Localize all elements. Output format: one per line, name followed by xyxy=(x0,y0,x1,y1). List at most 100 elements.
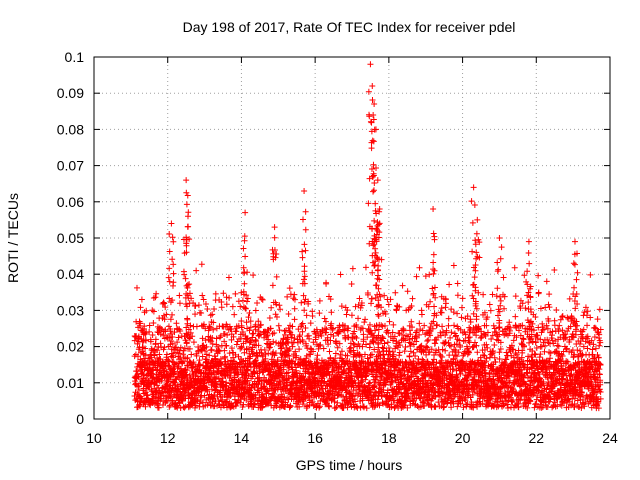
roti-point xyxy=(206,324,213,331)
roti-point xyxy=(168,330,175,337)
roti-point xyxy=(203,343,210,350)
roti-point xyxy=(237,303,244,310)
roti-point xyxy=(315,345,322,352)
roti-point xyxy=(211,392,218,399)
roti-point xyxy=(286,285,293,292)
roti-point xyxy=(277,345,284,352)
roti-point xyxy=(257,321,264,328)
roti-point xyxy=(376,348,383,355)
roti-point xyxy=(291,296,298,303)
roti-point xyxy=(233,328,240,335)
roti-point xyxy=(176,292,183,299)
roti-point xyxy=(198,310,205,317)
roti-point xyxy=(303,312,310,319)
roti-point xyxy=(271,390,278,397)
roti-point xyxy=(356,382,363,389)
roti-point xyxy=(177,327,184,334)
roti-point xyxy=(235,298,242,305)
roti-point xyxy=(224,371,231,378)
roti-point xyxy=(335,329,342,336)
roti-point xyxy=(135,373,142,380)
roti-point xyxy=(355,315,362,322)
roti-point xyxy=(211,305,218,312)
roti-point xyxy=(284,293,291,300)
plot-area xyxy=(94,57,610,419)
roti-point xyxy=(294,385,301,392)
roti-point xyxy=(209,341,216,348)
roti-point xyxy=(203,356,210,363)
roti-point xyxy=(232,290,239,297)
roti-point xyxy=(324,334,331,341)
roti-point xyxy=(285,310,292,317)
roti-point xyxy=(254,299,261,306)
roti-point xyxy=(264,387,271,394)
roti-point xyxy=(138,395,145,402)
roti-point xyxy=(233,341,240,348)
roti-point xyxy=(299,401,306,408)
roti-point xyxy=(206,352,213,359)
roti-point xyxy=(259,352,266,359)
roti-point xyxy=(368,351,375,358)
roti-point xyxy=(196,366,203,373)
roti-point xyxy=(256,389,263,396)
roti-point xyxy=(188,351,195,358)
roti-point xyxy=(263,394,270,401)
roti-point xyxy=(307,351,314,358)
roti-point xyxy=(244,295,251,302)
roti-point xyxy=(377,293,384,300)
roti-point xyxy=(330,333,337,340)
roti-point xyxy=(136,403,143,410)
roti-point xyxy=(135,373,142,380)
roti-point xyxy=(208,346,215,353)
roti-point xyxy=(176,300,183,307)
roti-point xyxy=(300,398,307,405)
roti-point xyxy=(229,303,236,310)
roti-point xyxy=(363,405,370,412)
roti-point xyxy=(316,403,323,410)
roti-point xyxy=(174,365,181,372)
roti-point xyxy=(361,383,368,390)
roti-point xyxy=(276,327,283,334)
roti-point xyxy=(351,377,358,384)
roti-point xyxy=(291,335,298,342)
roti-point xyxy=(332,405,339,412)
roti-point xyxy=(375,340,382,347)
roti-point xyxy=(245,314,252,321)
roti-point xyxy=(326,403,333,410)
roti-point xyxy=(259,403,266,410)
roti-point xyxy=(247,318,254,325)
roti-point xyxy=(300,382,307,389)
roti-point xyxy=(253,338,260,345)
roti-point xyxy=(244,366,251,373)
roti-point xyxy=(276,302,283,309)
roti-point xyxy=(298,321,305,328)
roti-point xyxy=(291,316,298,323)
roti-point xyxy=(317,397,324,404)
roti-point xyxy=(247,324,254,331)
roti-point xyxy=(331,395,338,402)
roti-point xyxy=(360,338,367,345)
roti-point xyxy=(200,296,207,303)
roti-point xyxy=(239,297,246,304)
roti-point xyxy=(344,404,351,411)
roti-point xyxy=(376,402,383,409)
roti-point xyxy=(341,367,348,374)
roti-point xyxy=(279,374,286,381)
roti-point xyxy=(139,338,146,345)
roti-point xyxy=(133,284,140,291)
roti-point xyxy=(153,290,160,297)
roti-point xyxy=(307,320,314,327)
roti-point xyxy=(280,366,287,373)
roti-point xyxy=(149,331,156,338)
roti-point xyxy=(208,386,215,393)
roti-point xyxy=(154,347,161,354)
roti-point xyxy=(143,307,150,314)
roti-point xyxy=(337,271,344,278)
roti-point xyxy=(237,399,244,406)
roti-point xyxy=(296,403,303,410)
roti-point xyxy=(254,352,261,359)
roti-point xyxy=(281,394,288,401)
roti-point xyxy=(304,390,311,397)
roti-point xyxy=(277,306,284,313)
roti-point xyxy=(329,325,336,332)
